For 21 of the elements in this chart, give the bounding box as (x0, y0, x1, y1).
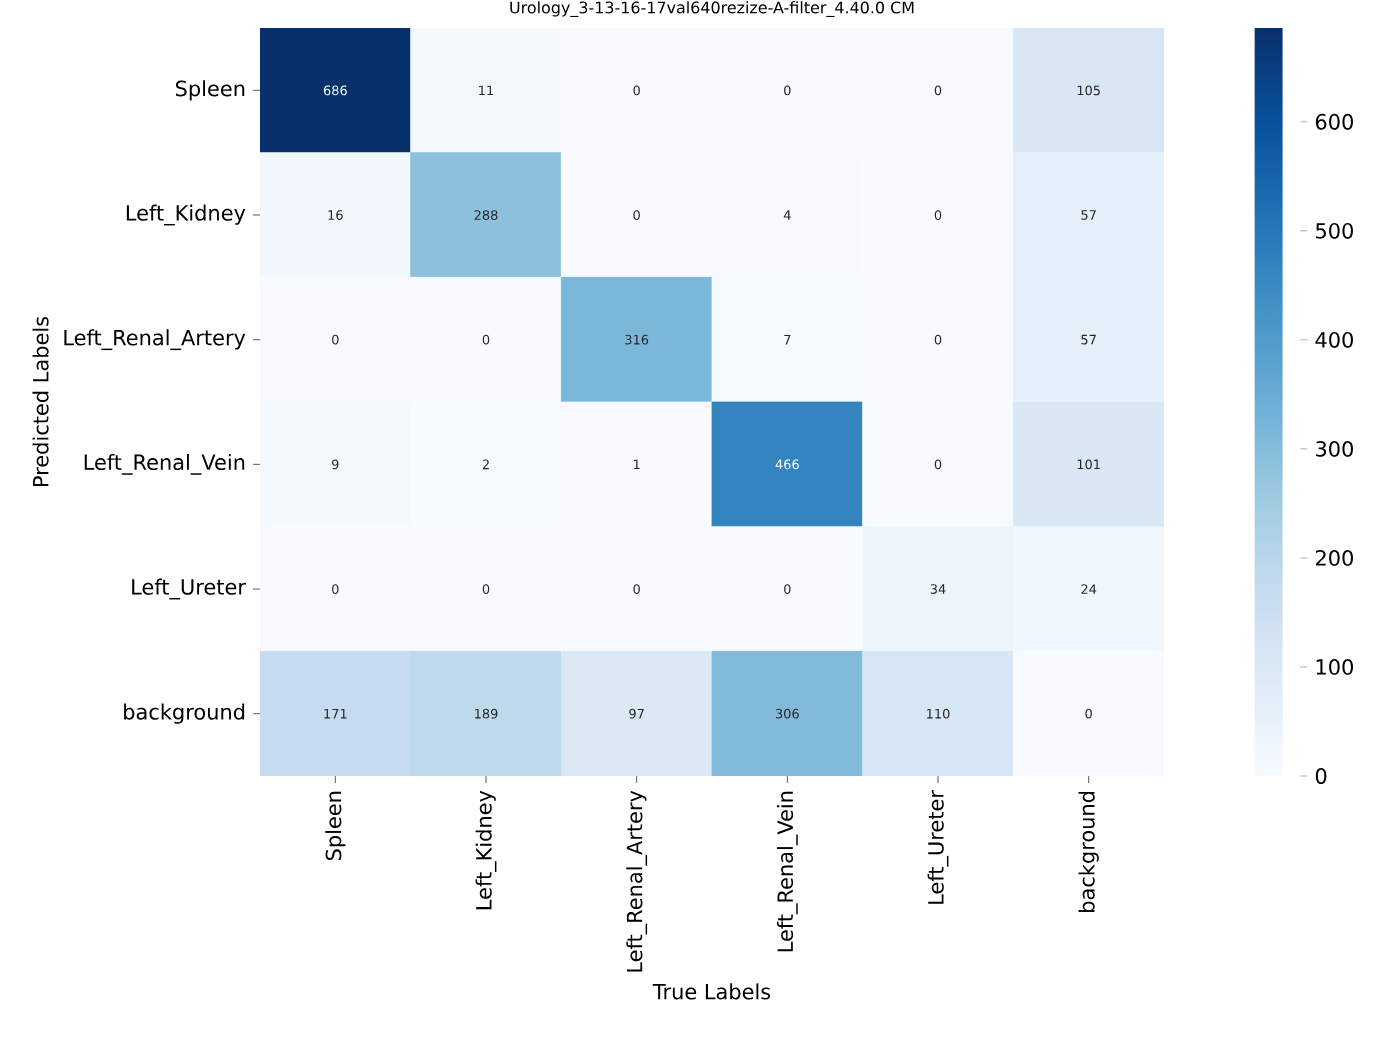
y-tick-label: Spleen (175, 80, 245, 101)
color-bar-label: 0 (1315, 768, 1327, 784)
y-tick-label: Left_Renal_Vein (84, 453, 245, 475)
x-tick-label: Left_Renal_Vein (776, 791, 798, 952)
x-axis-title: True Labels (652, 983, 771, 1000)
y-tick-label: background (124, 703, 245, 724)
color-bar-label: 100 (1316, 659, 1353, 675)
y-axis-title: Predicted Labels (32, 316, 49, 487)
x-tick-label: Left_Ureter (927, 790, 949, 904)
y-tick-label: Left_Kidney (126, 204, 246, 226)
x-tick-label: Left_Renal_Artery (626, 790, 648, 972)
color-bar-label: 200 (1315, 550, 1353, 566)
x-tick-label: Left_Kidney (475, 790, 497, 910)
x-tick-label: background (1078, 791, 1099, 912)
color-bar-label: 400 (1315, 331, 1353, 348)
y-tick-label: Left_Ureter (132, 578, 246, 600)
x-tick-label: Spleen (325, 791, 346, 861)
color-bar-label: 300 (1316, 440, 1353, 457)
y-tick-label: Left_Renal_Artery (64, 329, 246, 351)
color-bar-label: 600 (1315, 113, 1353, 130)
color-bar-label: 500 (1316, 222, 1353, 239)
